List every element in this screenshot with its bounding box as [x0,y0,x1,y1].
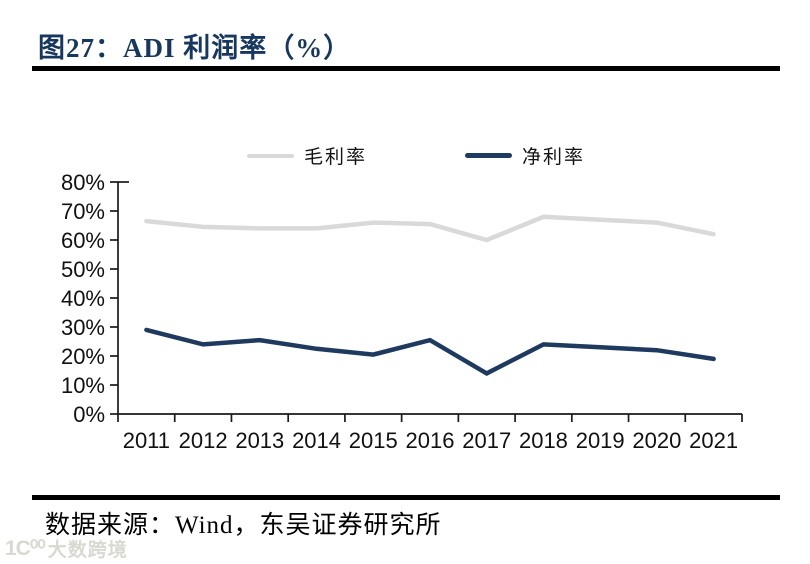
watermark-logo-icon: 1Ϲ⁰⁰ [5,537,46,560]
series-line-1 [144,327,716,376]
net-margin-line-swatch [465,153,512,158]
svg-text:2021: 2021 [689,428,738,453]
svg-text:2017: 2017 [462,428,511,453]
svg-text:2020: 2020 [632,428,681,453]
watermark-text: 大数跨境 [47,540,128,561]
x-axis-labels: 2011 2012 2013 2014 2015 2016 2017 2018 2019 2020… [123,428,738,453]
y-axis-ticks [110,181,118,415]
svg-text:10%: 10% [61,373,105,398]
svg-text:0%: 0% [73,402,105,427]
watermark: 1Ϲ⁰⁰ 大数跨境 [5,535,128,562]
title-divider [32,66,780,71]
chart-legend: 毛利率 净利率 [0,142,810,169]
data-source: 数据来源：Wind，东吴证券研究所 [45,512,442,539]
svg-text:2014: 2014 [292,428,341,453]
svg-text:60%: 60% [61,228,105,253]
footer-divider [32,495,780,500]
svg-text:2018: 2018 [519,428,568,453]
svg-text:2015: 2015 [349,428,398,453]
figure-title: 图27：ADI 利润率（%） [38,33,352,63]
svg-text:30%: 30% [61,315,105,340]
svg-text:70%: 70% [61,199,105,224]
series-line-0 [144,214,716,243]
gross-margin-line-swatch [246,153,294,158]
svg-text:2011: 2011 [123,428,170,453]
legend-item-net-margin: 净利率 [465,142,585,169]
svg-text:50%: 50% [61,257,105,282]
svg-text:2013: 2013 [235,428,284,453]
svg-text:2019: 2019 [576,428,625,453]
legend-label-net-margin: 净利率 [522,147,586,168]
y-axis-labels: 0% 10% 20% 30% 40% 50% 60% 70% 80% [61,170,105,427]
legend-label-gross-margin: 毛利率 [303,147,367,168]
svg-text:20%: 20% [61,344,105,369]
x-axis-ticks [117,414,743,422]
legend-item-gross-margin: 毛利率 [246,142,367,169]
svg-text:80%: 80% [61,170,105,195]
svg-text:2016: 2016 [406,428,455,453]
svg-text:2012: 2012 [179,428,228,453]
axes [117,181,742,415]
svg-text:40%: 40% [61,286,105,311]
